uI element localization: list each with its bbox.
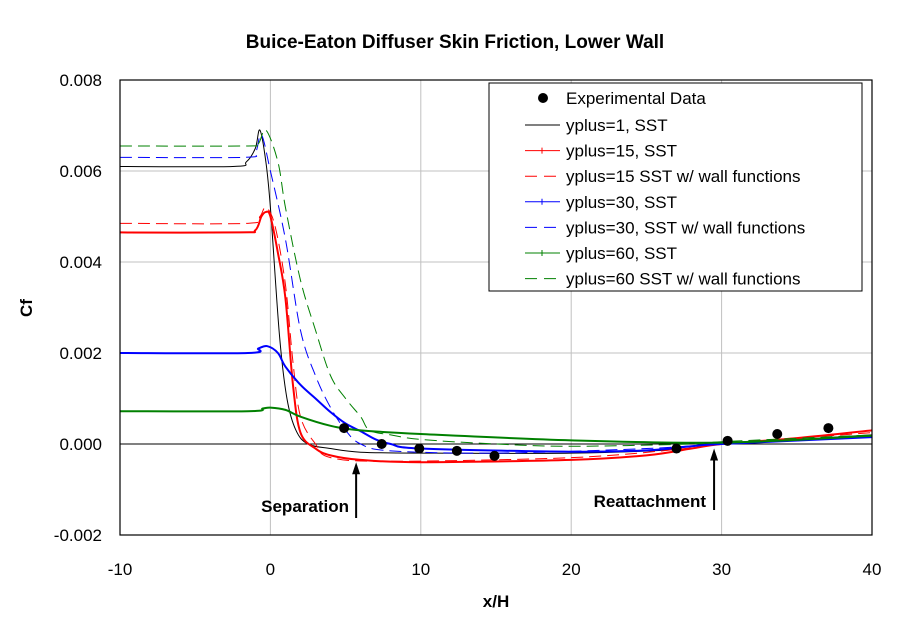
annotations: Separation Reattachment xyxy=(261,448,719,518)
legend-label: yplus=1, SST xyxy=(566,116,668,135)
legend-box xyxy=(488,82,863,292)
series-layer xyxy=(119,129,873,464)
legend-label: Experimental Data xyxy=(566,89,706,108)
legend-label: yplus=30, SST w/ wall functions xyxy=(566,218,805,237)
x-axis-label: x/H xyxy=(483,592,509,611)
x-tick-label: 0 xyxy=(266,560,275,579)
y-tick-label: -0.002 xyxy=(54,526,102,545)
experimental-point xyxy=(376,439,387,449)
annotation-arrow-head xyxy=(710,448,719,461)
tick-labels: -10 0 10 20 30 40 -0.002 0.000 0.002 0.004 0.006 0.… xyxy=(54,71,882,579)
x-tick-label: -10 xyxy=(108,560,133,579)
separation-label: Separation xyxy=(261,497,349,516)
annotation-arrow-head xyxy=(352,462,361,475)
experimental-point xyxy=(722,435,733,446)
y-axis-label: Cf xyxy=(17,299,36,317)
legend-label: yplus=15, SST xyxy=(566,142,677,161)
x-tick-label: 20 xyxy=(562,560,581,579)
y-tick-label: 0.004 xyxy=(59,253,102,272)
experimental-point xyxy=(823,423,834,434)
y-tick-label: 0.000 xyxy=(59,435,102,454)
series-line-yplus-15-sst xyxy=(119,210,873,464)
legend: yplus=1, SST yplus=15, SST yplus=15 SST w/… xyxy=(488,82,863,292)
x-tick-label: 40 xyxy=(863,560,882,579)
legend-label: yplus=30, SST xyxy=(566,193,677,212)
legend-label: yplus=60 SST w/ wall functions xyxy=(566,270,801,289)
series-line-yplus-30-sst xyxy=(119,345,873,453)
y-tick-label: 0.006 xyxy=(59,162,102,181)
experimental-point xyxy=(451,445,462,456)
legend-marker xyxy=(538,93,548,103)
series-line-yplus-30-sst-w-wall-functions xyxy=(119,133,873,454)
reattachment-label: Reattachment xyxy=(594,492,707,511)
experimental-point xyxy=(414,443,425,454)
y-tick-label: 0.008 xyxy=(59,71,102,90)
experimental-point xyxy=(339,423,350,434)
x-tick-label: 30 xyxy=(712,560,731,579)
experimental-point xyxy=(671,443,682,454)
legend-label: yplus=60, SST xyxy=(566,244,677,263)
experimental-point xyxy=(489,450,500,461)
y-tick-label: 0.002 xyxy=(59,344,102,363)
legend-label: yplus=15 SST w/ wall functions xyxy=(566,167,801,186)
plot-frame xyxy=(119,79,873,536)
experimental-point xyxy=(772,428,783,439)
chart-title: Buice-Eaton Diffuser Skin Friction, Lowe… xyxy=(246,32,664,53)
series-line-yplus-15-sst-w-wall-functions xyxy=(119,206,873,462)
x-tick-label: 10 xyxy=(411,560,430,579)
series-line-yplus-60-sst xyxy=(119,406,873,444)
series-line-yplus-60-sst-w-wall-functions xyxy=(119,129,873,447)
